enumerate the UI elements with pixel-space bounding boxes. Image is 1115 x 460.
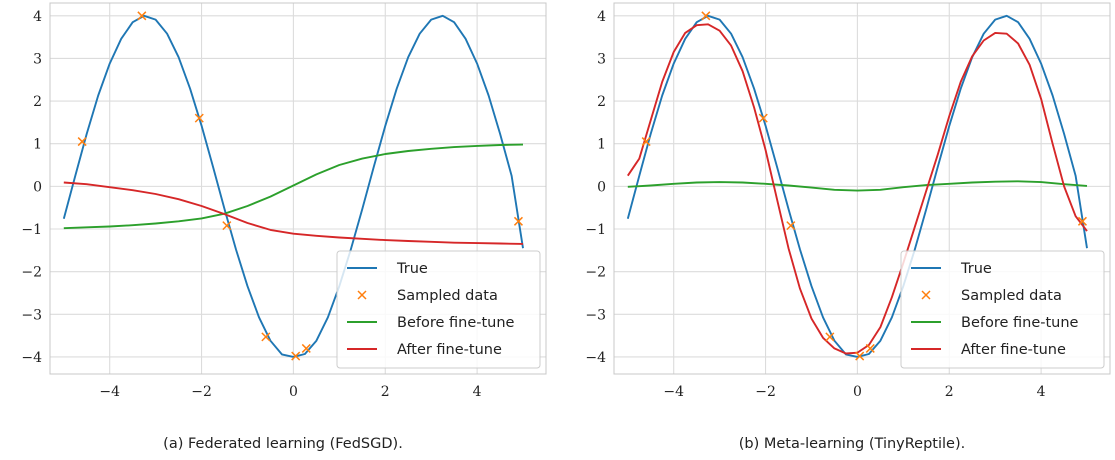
caption-b: (b) Meta-learning (TinyReptile).: [739, 436, 965, 452]
data-point-marker: [641, 137, 651, 147]
series-line-after-fine-tune: [63, 181, 524, 245]
y-tick-label: 0: [597, 179, 606, 195]
marker-stroke: [261, 332, 271, 342]
data-point-marker: [291, 351, 301, 361]
marker-stroke: [758, 113, 768, 123]
legend: True Sampled data Before fine-tune After fi…: [900, 250, 1105, 369]
data-point-marker: [855, 351, 865, 361]
y-tick-label: 4: [597, 9, 606, 25]
marker-stroke: [786, 221, 796, 231]
marker-stroke: [855, 351, 865, 361]
data-point-marker: [222, 221, 232, 231]
data-point-marker: [701, 11, 711, 21]
y-tick-label: −1: [585, 222, 606, 238]
data-point-marker: [865, 343, 875, 353]
x-tick-label: −2: [191, 384, 212, 400]
y-tick-label: 2: [33, 94, 42, 110]
marker-stroke: [301, 343, 311, 353]
data-point-marker: [513, 216, 523, 226]
y-tick-label: −2: [585, 265, 606, 281]
marker-stroke: [222, 221, 232, 231]
caption-a: (a) Federated learning (FedSGD).: [163, 436, 403, 452]
legend-label: Sampled data: [961, 288, 1062, 304]
legend-box: [336, 250, 541, 369]
x-tick-label: −4: [663, 384, 684, 400]
series-line-after-fine-tune: [627, 23, 1088, 355]
y-tick-label: −1: [21, 222, 42, 238]
x-tick-label: 0: [853, 384, 862, 400]
y-tick-label: 2: [597, 94, 606, 110]
y-tick-label: −4: [585, 350, 606, 366]
legend: True Sampled data Before fine-tune After fi…: [336, 250, 541, 369]
axes-frame: [613, 2, 1111, 375]
x-tick-label: −2: [755, 384, 776, 400]
legend-label: Before fine-tune: [961, 315, 1079, 331]
data-point-marker: [261, 332, 271, 342]
data-point-marker: [77, 137, 87, 147]
legend-label: Before fine-tune: [397, 315, 515, 331]
marker-stroke: [137, 11, 147, 21]
y-tick-label: −2: [21, 265, 42, 281]
legend-label: True: [396, 261, 428, 277]
x-tick-label: 2: [381, 384, 390, 400]
y-tick-label: 4: [33, 9, 42, 25]
series-line-before-fine-tune: [63, 143, 524, 230]
marker-stroke: [513, 216, 523, 226]
legend-box: [900, 250, 1105, 369]
marker-stroke: [77, 137, 87, 147]
legend-handle-marker: [921, 290, 931, 300]
legend-label: After fine-tune: [961, 342, 1066, 358]
y-tick-label: 3: [597, 51, 606, 67]
x-tick-label: 2: [945, 384, 954, 400]
x-tick-label: 4: [473, 384, 482, 400]
y-tick-label: 3: [33, 51, 42, 67]
marker-stroke: [701, 11, 711, 21]
legend-label: True: [960, 261, 992, 277]
data-point-marker: [1077, 216, 1087, 226]
y-tick-label: −3: [21, 307, 42, 323]
data-point-marker: [786, 221, 796, 231]
legend-label: After fine-tune: [397, 342, 502, 358]
panel-federated-learning: −4 −2 0 2 4 −4 −3 −2 −1 0 1 2 3 4 True Sampled data Befo…: [21, 2, 547, 400]
data-point-marker: [137, 11, 147, 21]
data-point-marker: [194, 113, 204, 123]
series-line-before-fine-tune: [627, 180, 1088, 192]
y-tick-label: 1: [33, 137, 42, 153]
marker-stroke: [194, 113, 204, 123]
marker-stroke: [825, 332, 835, 342]
panel-meta-learning: −4 −2 0 2 4 −4 −3 −2 −1 0 1 2 3 4 True Sampled data Befo…: [585, 2, 1111, 400]
data-point-marker: [825, 332, 835, 342]
marker-stroke: [865, 343, 875, 353]
marker-stroke: [291, 351, 301, 361]
y-tick-label: −4: [21, 350, 42, 366]
y-tick-label: 1: [597, 137, 606, 153]
axes-frame: [49, 2, 547, 375]
y-tick-label: −3: [585, 307, 606, 323]
x-tick-label: 4: [1037, 384, 1046, 400]
y-tick-label: 0: [33, 179, 42, 195]
legend-label: Sampled data: [397, 288, 498, 304]
x-tick-label: 0: [289, 384, 298, 400]
legend-handle-marker: [357, 290, 367, 300]
x-tick-label: −4: [99, 384, 120, 400]
data-point-marker: [758, 113, 768, 123]
data-point-marker: [301, 343, 311, 353]
marker-stroke: [1077, 216, 1087, 226]
marker-stroke: [641, 137, 651, 147]
